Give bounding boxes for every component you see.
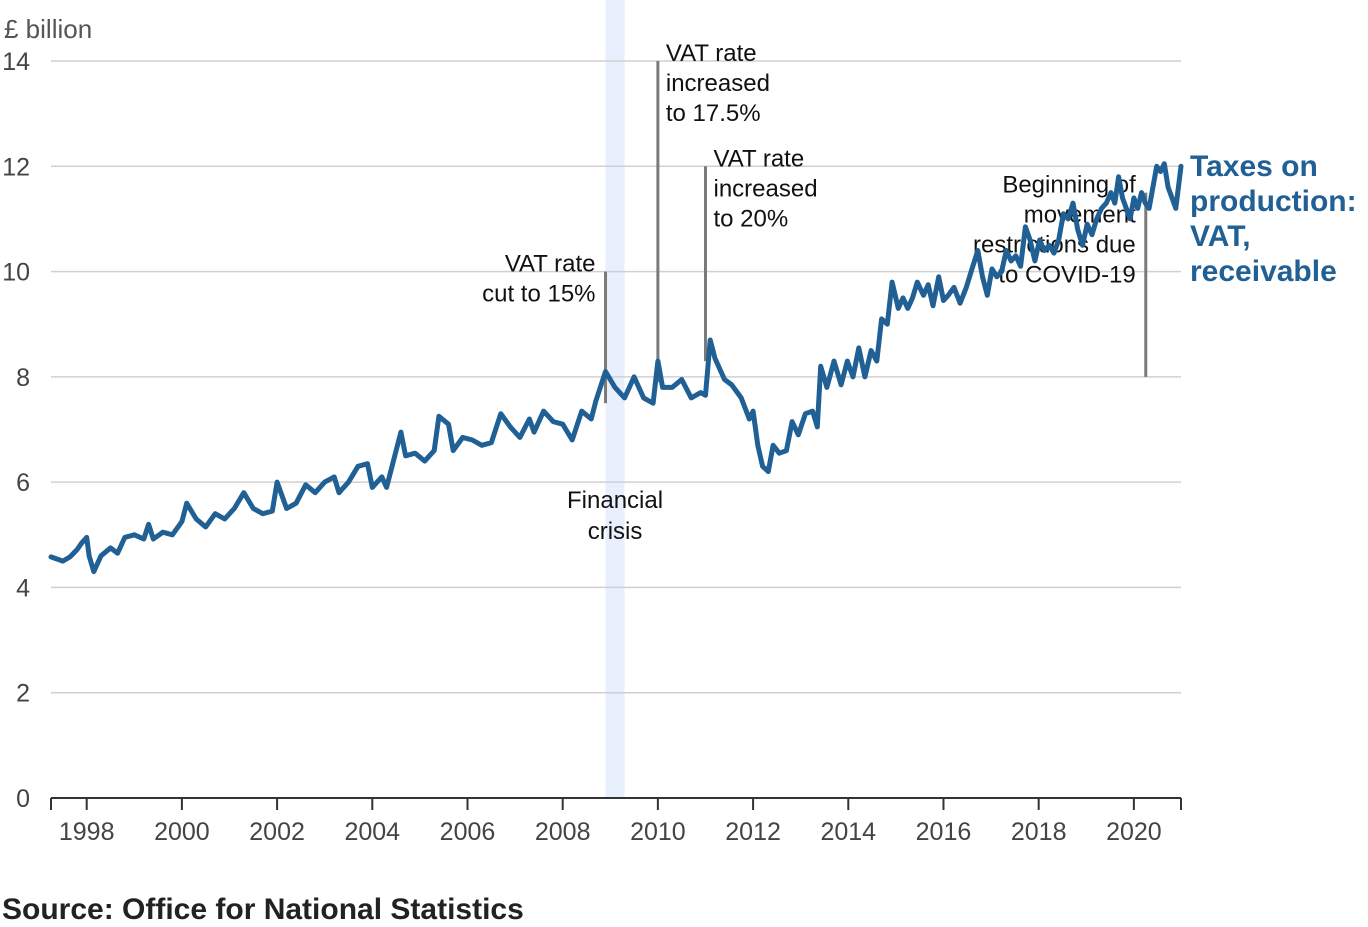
y-tick-label: 14 [2,48,30,76]
y-tick-label: 0 [16,785,30,813]
x-tick-label: 2018 [1011,818,1067,846]
annotation-text: VAT rate [713,145,804,172]
annotation-text: movement [1024,202,1136,229]
x-tick-label: 2014 [820,818,876,846]
x-tick-label: 2004 [344,818,400,846]
series-line [48,161,1184,575]
x-tick-label: 2006 [440,818,496,846]
x-tick-label: 2002 [249,818,305,846]
x-tick-label: 2012 [725,818,781,846]
y-tick-label: 10 [2,259,30,287]
annotation-text: VAT rate [666,40,757,67]
y-tick-label: 6 [16,469,30,497]
gridlines [51,60,1181,694]
series-label: receivable [1190,255,1337,288]
shaded-period-label: crisis [588,518,643,545]
x-tick-label: 2010 [630,818,686,846]
annotation-text: to 20% [713,205,788,232]
annotations: Financial crisis VAT rate cut to 15% VAT rat… [482,40,1148,545]
x-tick-label: 2008 [535,818,591,846]
chart: 0 2 4 6 8 10 12 14 1998 2000 2002 2004 2006 2008 2010 2… [2,0,1357,846]
shaded-period [605,0,625,798]
annotation-text: to 17.5% [666,100,761,127]
x-tick-label: 1998 [59,818,115,846]
series-label: production: [1190,185,1357,218]
annotation-text: cut to 15% [482,281,595,308]
series-label: Taxes on [1190,150,1318,183]
annotation-text: increased [713,175,817,202]
series-label: VAT, [1190,220,1251,253]
shaded-period-label: Financial [567,487,663,514]
y-tick-label: 2 [16,680,30,708]
y-tick-label: 12 [2,153,30,181]
x-tick-label: 2016 [916,818,972,846]
annotation-text: increased [666,70,770,97]
y-axis-unit-label: £ billion [4,14,92,44]
x-tick-label: 2020 [1106,818,1162,846]
y-tick-label: 8 [16,364,30,392]
x-tick-label: 2000 [154,818,210,846]
annotation-text: VAT rate [505,251,596,278]
source-note: Source: Office for National Statistics [2,893,524,926]
y-tick-label: 4 [16,574,30,602]
shaded-period-financial-crisis [605,0,625,798]
axes: 0 2 4 6 8 10 12 14 1998 2000 2002 2004 2006 2008 2010 2… [2,48,1182,846]
